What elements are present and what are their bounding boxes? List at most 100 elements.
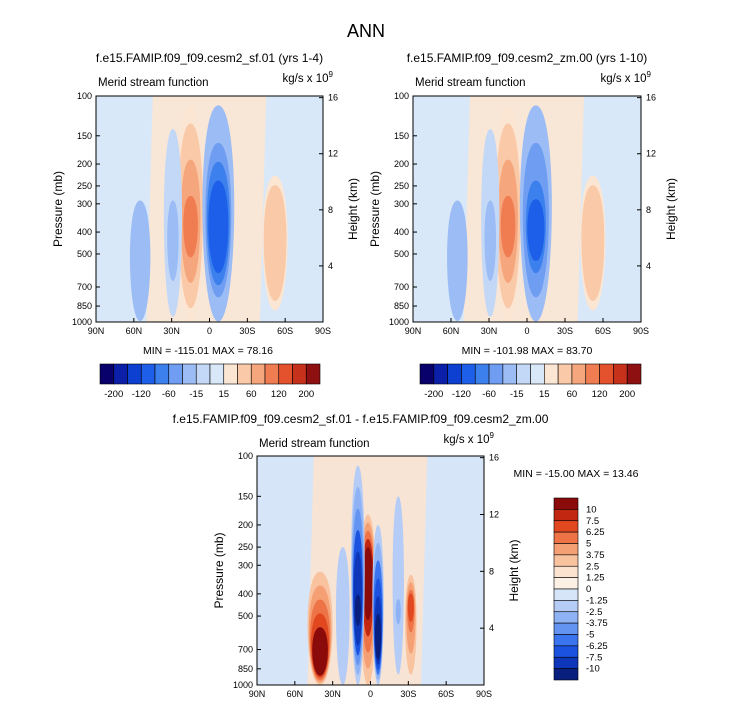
contour-cell: [452, 233, 462, 251]
colorbar-label: -6.25: [586, 641, 608, 652]
y2-tick-label: 12: [328, 149, 338, 159]
colorbar-label: -1.25: [586, 595, 608, 606]
y2-tick-label: 4: [328, 261, 333, 271]
x-tick-label: 90N: [405, 326, 422, 336]
panel-units: kg/s x 109: [444, 431, 495, 446]
x-tick-label: 90S: [315, 326, 331, 336]
y2-tick-label: 12: [489, 510, 499, 520]
colorbar-swatch: [585, 363, 600, 385]
colorbar-label: 15: [539, 389, 550, 400]
colorbar-label: 120: [592, 389, 608, 400]
contour-cell: [354, 594, 361, 626]
contour-cell: [135, 233, 145, 251]
colorbar-label: 200: [619, 389, 635, 400]
colorbar-swatch: [553, 543, 579, 556]
y2-axis-label: Height (km): [664, 178, 678, 240]
x-tick-label: 60S: [595, 326, 611, 336]
y-tick-label: 400: [77, 227, 92, 237]
panel-stats: MIN = -15.00 MAX = 13.46: [514, 468, 639, 480]
y2-tick-label: 8: [328, 205, 333, 215]
panel-title: f.e15.FAMIP.f09_f09.cesm2_sf.01 (yrs 1-4…: [96, 51, 323, 65]
panel-subtitle: Merid stream function: [259, 438, 370, 450]
y-tick-label: 500: [77, 249, 92, 259]
colorbar-swatch: [250, 363, 266, 385]
y2-tick-label: 16: [489, 453, 499, 463]
colorbar-label: 10: [586, 504, 597, 515]
x-tick-label: 60N: [287, 689, 304, 699]
plot-area: [96, 96, 323, 322]
x-tick-label: 30N: [163, 326, 180, 336]
colorbar-label: -60: [482, 389, 496, 400]
x-tick-label: 90N: [249, 689, 266, 699]
colorbar-label: 120: [271, 389, 287, 400]
x-tick-label: 60S: [277, 326, 293, 336]
colorbar-swatch: [599, 363, 614, 385]
y-tick-label: 100: [238, 451, 253, 461]
y-tick-label: 100: [77, 91, 92, 101]
colorbar-swatch: [488, 363, 504, 385]
colorbar-swatch: [626, 363, 642, 385]
colorbar-label: 200: [298, 389, 314, 400]
colorbar-swatch: [209, 363, 225, 385]
colorbar-label: 2.5: [586, 561, 599, 572]
panels: f.e15.FAMIP.f09_f09.cesm2_sf.01 (yrs 1-4…: [51, 51, 678, 699]
y-tick-label: 400: [238, 589, 253, 599]
colorbar-swatch: [553, 656, 579, 669]
y-tick-label: 700: [238, 645, 253, 655]
colorbar-swatch: [553, 668, 579, 681]
contour-cell: [211, 218, 226, 249]
y-tick-label: 200: [238, 520, 253, 530]
contour-cell: [269, 233, 281, 254]
panel-subtitle: Merid stream function: [98, 77, 209, 89]
contour-cell: [314, 654, 326, 672]
colorbar-swatch: [553, 531, 579, 544]
y2-tick-label: 16: [646, 93, 656, 103]
x-tick-label: 30S: [239, 326, 255, 336]
y-tick-label: 850: [394, 301, 409, 311]
x-tick-label: 60S: [438, 689, 454, 699]
y2-tick-label: 12: [646, 149, 656, 159]
colorbar-label: 0: [586, 584, 591, 595]
x-tick-label: 0: [368, 689, 373, 699]
colorbar-swatch: [127, 363, 142, 385]
contour-cell: [587, 233, 599, 254]
x-tick-label: 0: [524, 326, 529, 336]
y-tick-label: 700: [394, 282, 409, 292]
y-tick-label: 150: [77, 131, 92, 141]
colorbar-right: -200 -120 -60 -15 15 60 120 200: [419, 363, 642, 400]
y-axis-label: Pressure (mb): [51, 171, 65, 247]
colorbar-swatch: [553, 611, 579, 624]
plot-panel-3: f.e15.FAMIP.f09_f09.cesm2_sf.01 - f.e15.…: [173, 412, 639, 699]
units-text: kg/s x 10: [601, 73, 647, 85]
y2-axis-label: Height (km): [507, 539, 521, 601]
contour-cell: [408, 597, 414, 612]
colorbar-label: -3.75: [586, 618, 608, 629]
y-tick-label: 250: [394, 181, 409, 191]
y-tick-label: 850: [238, 664, 253, 674]
x-tick-label: 90S: [476, 689, 492, 699]
colorbar-swatch: [237, 363, 252, 385]
colorbar-diff: 107.56.2553.752.51.250-1.25-2.5-3.75-5-6…: [553, 497, 608, 681]
colorbar-label: 5: [586, 539, 591, 550]
colorbar-swatch: [223, 363, 238, 385]
colorbar-swatch: [502, 363, 517, 385]
colorbar-label: 1.25: [586, 573, 605, 584]
colorbar-swatch: [553, 520, 579, 533]
colorbar-swatch: [553, 645, 579, 658]
panel-title: f.e15.FAMIP.f09_f09.cesm2_sf.01 - f.e15.…: [173, 412, 549, 426]
y-tick-label: 1000: [233, 680, 253, 690]
y-tick-label: 500: [238, 611, 253, 621]
y-tick-label: 150: [238, 491, 253, 501]
y2-tick-label: 8: [489, 566, 494, 576]
colorbar-label: 6.25: [586, 527, 605, 538]
plot-panel-2: f.e15.FAMIP.f09_f09.cesm2_zm.00 (yrs 1-1…: [368, 51, 678, 357]
colorbar-swatch: [292, 363, 307, 385]
colorbar-swatch: [140, 363, 156, 385]
y2-axis-label: Height (km): [346, 178, 360, 240]
panel-title: f.e15.FAMIP.f09_f09.cesm2_zm.00 (yrs 1-1…: [407, 51, 648, 65]
colorbar-label: 3.75: [586, 550, 605, 561]
colorbar-label: -5: [586, 630, 594, 641]
units-exponent: 9: [490, 431, 495, 440]
x-tick-label: 30S: [400, 689, 416, 699]
colorbar-swatch: [553, 600, 579, 613]
